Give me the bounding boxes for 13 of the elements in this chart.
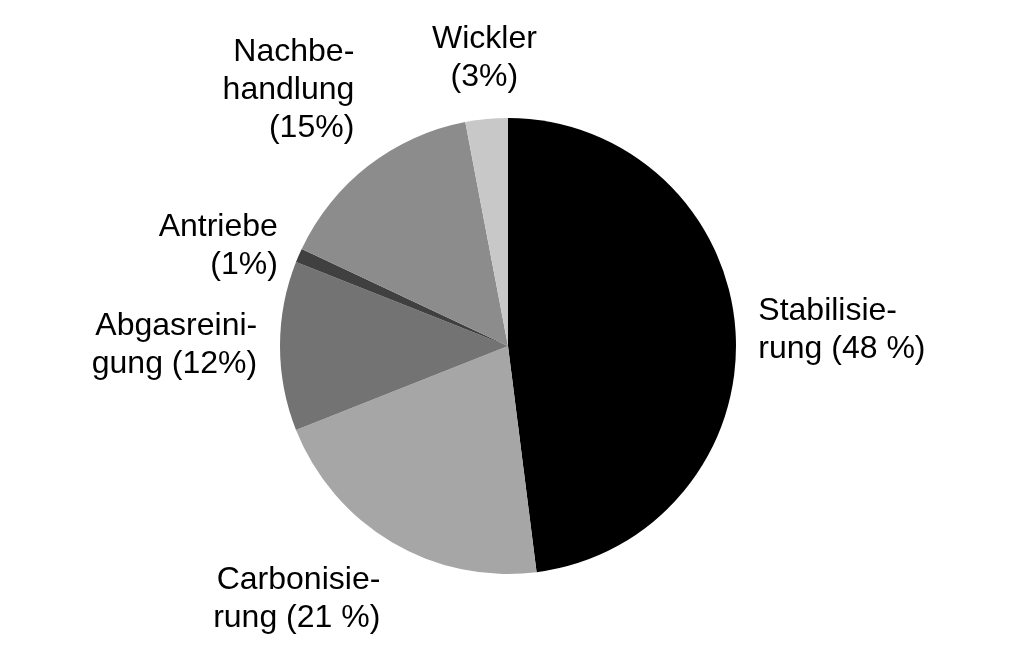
slice-label: Nachbe- handlung	[222, 32, 355, 107]
slice-label: Wickler	[431, 18, 538, 55]
slice-label: Antriebe	[158, 206, 278, 243]
data-label: (3%)	[450, 56, 519, 93]
slice-label: Carbonisie- rung (21 %)	[213, 560, 381, 635]
pie-slice	[296, 248, 508, 346]
pie-slice	[465, 118, 508, 346]
data-label: (1%)	[210, 244, 278, 281]
slice-label: Abgasreini- gung (12%)	[91, 306, 258, 381]
pie-slice	[508, 118, 736, 573]
slice-label: Stabilisie- rung (48 %)	[758, 290, 926, 365]
pie-slice	[280, 262, 508, 430]
data-label: (15%)	[268, 108, 355, 145]
